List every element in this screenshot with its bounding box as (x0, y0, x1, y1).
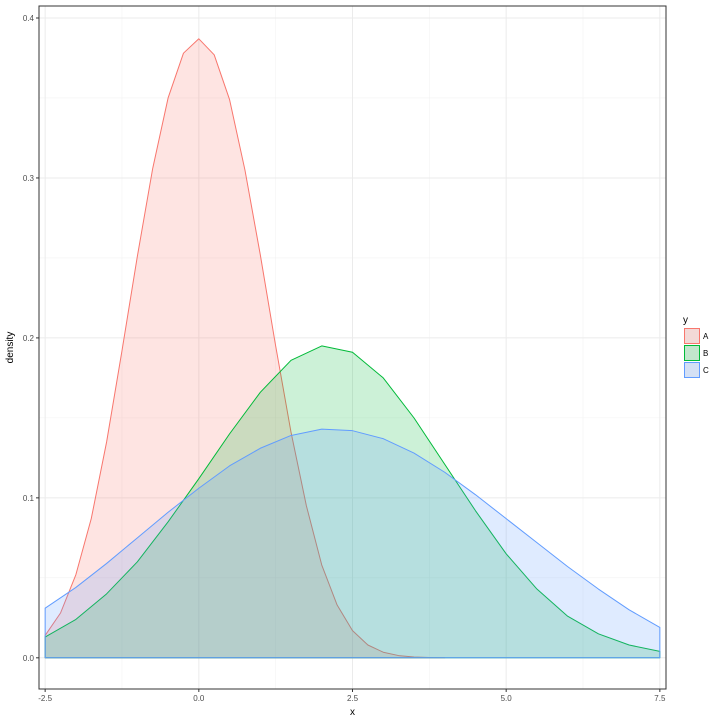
x-axis: -2.5 0.0 2.5 5.0 7.5 (38, 689, 666, 703)
y-tick-label: 0.4 (23, 14, 35, 23)
legend-label-A: A (703, 332, 709, 341)
legend-label-C: C (703, 366, 709, 375)
density-area-A (44, 38, 446, 659)
legend-key-A (684, 328, 700, 344)
y-tick-label: 0.2 (23, 334, 35, 343)
legend-key-C (684, 362, 700, 378)
legend-key-bg-C (684, 362, 700, 378)
y-tick-label: 0.3 (23, 174, 35, 183)
x-tick-label: 0.0 (193, 694, 205, 703)
density-areas (44, 38, 661, 659)
legend: y ABC (683, 315, 709, 378)
x-tick-label: -2.5 (38, 694, 52, 703)
legend-title: y (683, 315, 688, 326)
legend-label-B: B (703, 349, 708, 358)
y-tick-label: 0.1 (23, 494, 35, 503)
y-tick-label: 0.0 (23, 654, 35, 663)
y-axis: 0.0 0.1 0.2 0.3 0.4 (23, 14, 39, 663)
y-axis-title: density (5, 332, 16, 364)
legend-key-B (684, 345, 700, 361)
density-area-B (44, 345, 661, 659)
legend-key-bg-A (684, 328, 700, 344)
legend-key-bg-B (684, 345, 700, 361)
x-tick-label: 7.5 (654, 694, 666, 703)
density-area-C (44, 428, 661, 659)
x-axis-title: x (350, 707, 355, 718)
x-tick-label: 2.5 (347, 694, 359, 703)
x-tick-label: 5.0 (501, 694, 513, 703)
